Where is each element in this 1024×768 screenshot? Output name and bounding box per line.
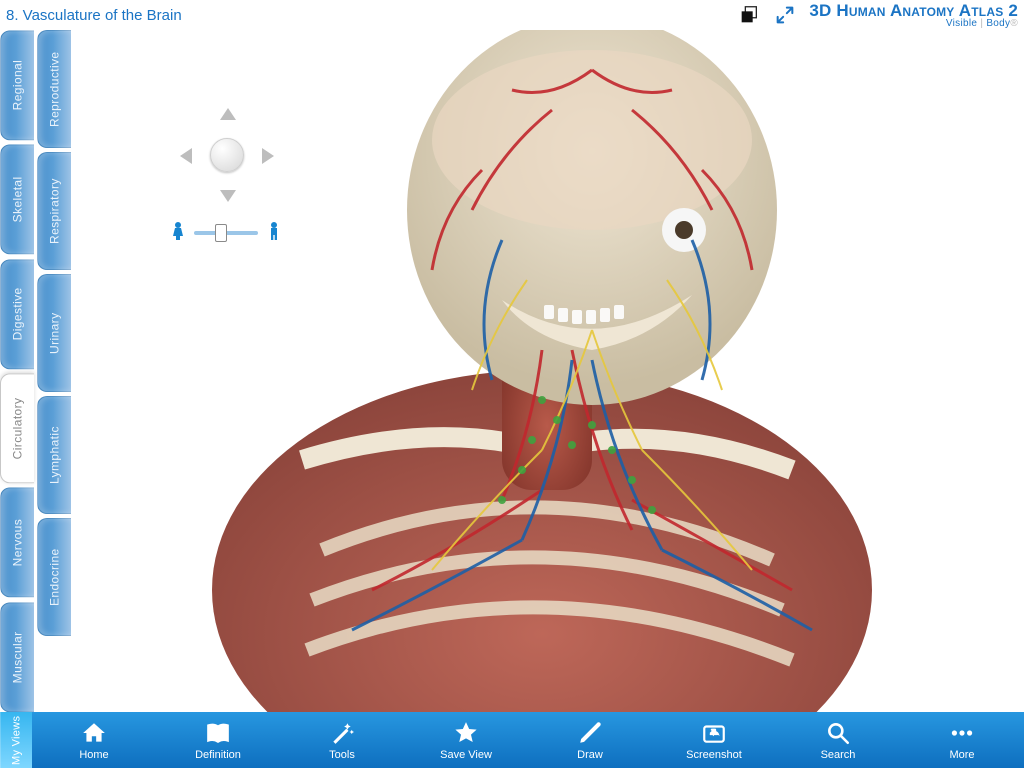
- more-button[interactable]: More: [900, 712, 1024, 768]
- home-icon: [81, 720, 107, 746]
- gender-slider: [170, 220, 282, 245]
- top-right-controls: 3D Human Anatomy Atlas 2 Visible | Body®: [737, 2, 1018, 29]
- gender-track[interactable]: [194, 231, 258, 235]
- female-icon[interactable]: [170, 220, 186, 245]
- home-button[interactable]: Home: [32, 712, 156, 768]
- toolbar-label: Tools: [329, 749, 355, 761]
- save_view-button[interactable]: Save View: [404, 712, 528, 768]
- system-tab-skeletal[interactable]: Skeletal: [0, 144, 34, 254]
- share-icon: [701, 720, 727, 746]
- star-icon: [453, 720, 479, 746]
- bottom-toolbar: My Views Home Definition Tools Save View Dra…: [0, 712, 1024, 768]
- system-tab-muscular[interactable]: Muscular: [0, 602, 34, 712]
- toolbar-label: Save View: [440, 749, 492, 761]
- more-icon: [949, 720, 975, 746]
- draw-button[interactable]: Draw: [528, 712, 652, 768]
- tools-button[interactable]: Tools: [280, 712, 404, 768]
- definition-button[interactable]: Definition: [156, 712, 280, 768]
- toolbar-label: Search: [821, 749, 856, 761]
- toolbar-label: More: [949, 749, 974, 761]
- expand-icon[interactable]: [773, 3, 797, 27]
- brand: 3D Human Anatomy Atlas 2 Visible | Body®: [809, 2, 1018, 29]
- system-tab-lymphatic[interactable]: Lymphatic: [37, 396, 71, 514]
- system-tab-reproductive[interactable]: Reproductive: [37, 30, 71, 148]
- screenshot-button[interactable]: Screenshot: [652, 712, 776, 768]
- brand-sub-left: Visible: [946, 18, 977, 29]
- viewport-3d[interactable]: [72, 30, 1024, 712]
- gender-thumb[interactable]: [215, 224, 227, 242]
- rotate-up-button[interactable]: [220, 108, 236, 120]
- rotate-compass: [172, 100, 282, 210]
- toolbar-label: Home: [79, 749, 108, 761]
- breadcrumb: 8. Vasculature of the Brain: [6, 7, 182, 24]
- system-tab-respiratory[interactable]: Respiratory: [37, 152, 71, 270]
- search-button[interactable]: Search: [776, 712, 900, 768]
- brand-sub-right: Body: [986, 18, 1010, 29]
- brand-subtitle: Visible | Body®: [809, 19, 1018, 29]
- contrast-toggle-icon[interactable]: [737, 3, 761, 27]
- system-tab-digestive[interactable]: Digestive: [0, 259, 34, 369]
- pencil-icon: [577, 720, 603, 746]
- search-icon: [825, 720, 851, 746]
- system-tab-circulatory[interactable]: Circulatory: [0, 373, 34, 483]
- top-bar: 8. Vasculature of the Brain 3D Human Ana…: [0, 0, 1024, 30]
- system-tab-urinary[interactable]: Urinary: [37, 274, 71, 392]
- rotate-left-button[interactable]: [180, 148, 192, 164]
- book-icon: [205, 720, 231, 746]
- system-tab-endocrine[interactable]: Endocrine: [37, 518, 71, 636]
- rotate-down-button[interactable]: [220, 190, 236, 202]
- system-tab-nervous[interactable]: Nervous: [0, 487, 34, 597]
- systems-sidebar: Regional Skeletal Digestive Circulatory Nerv…: [0, 30, 72, 712]
- my-views-tab[interactable]: My Views: [0, 712, 32, 768]
- toolbar-label: Draw: [577, 749, 603, 761]
- male-icon[interactable]: [266, 220, 282, 245]
- brand-title: 3D Human Anatomy Atlas 2: [809, 2, 1018, 19]
- toolbar-label: Definition: [195, 749, 241, 761]
- rotate-right-button[interactable]: [262, 148, 274, 164]
- rotate-center-button[interactable]: [210, 138, 244, 172]
- wand-icon: [329, 720, 355, 746]
- system-tab-regional[interactable]: Regional: [0, 30, 34, 140]
- toolbar-label: Screenshot: [686, 749, 742, 761]
